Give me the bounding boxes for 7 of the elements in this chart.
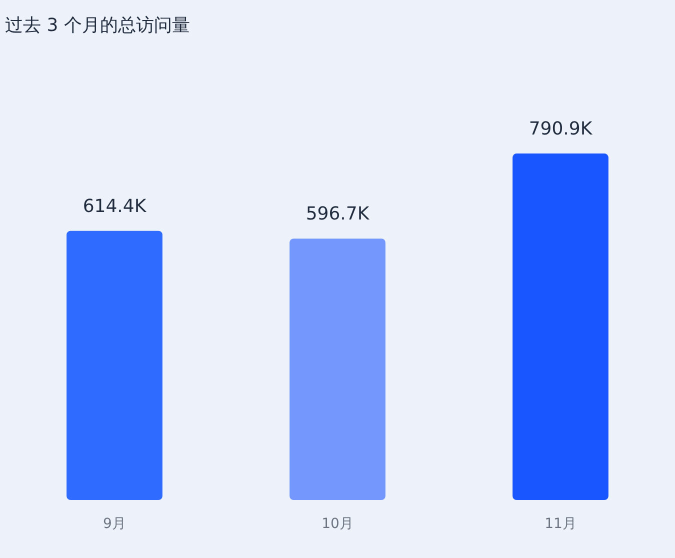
chart-title: 过去 3 个月的总访问量 — [5, 15, 190, 36]
data-label: 614.4K — [82, 196, 148, 217]
data-label: 790.9K — [528, 118, 594, 140]
x-tick-label: 10月 — [322, 516, 354, 532]
x-tick-label: 11月 — [544, 516, 576, 532]
data-label: 596.7K — [306, 204, 370, 225]
x-tick-label: 9月 — [103, 516, 126, 532]
